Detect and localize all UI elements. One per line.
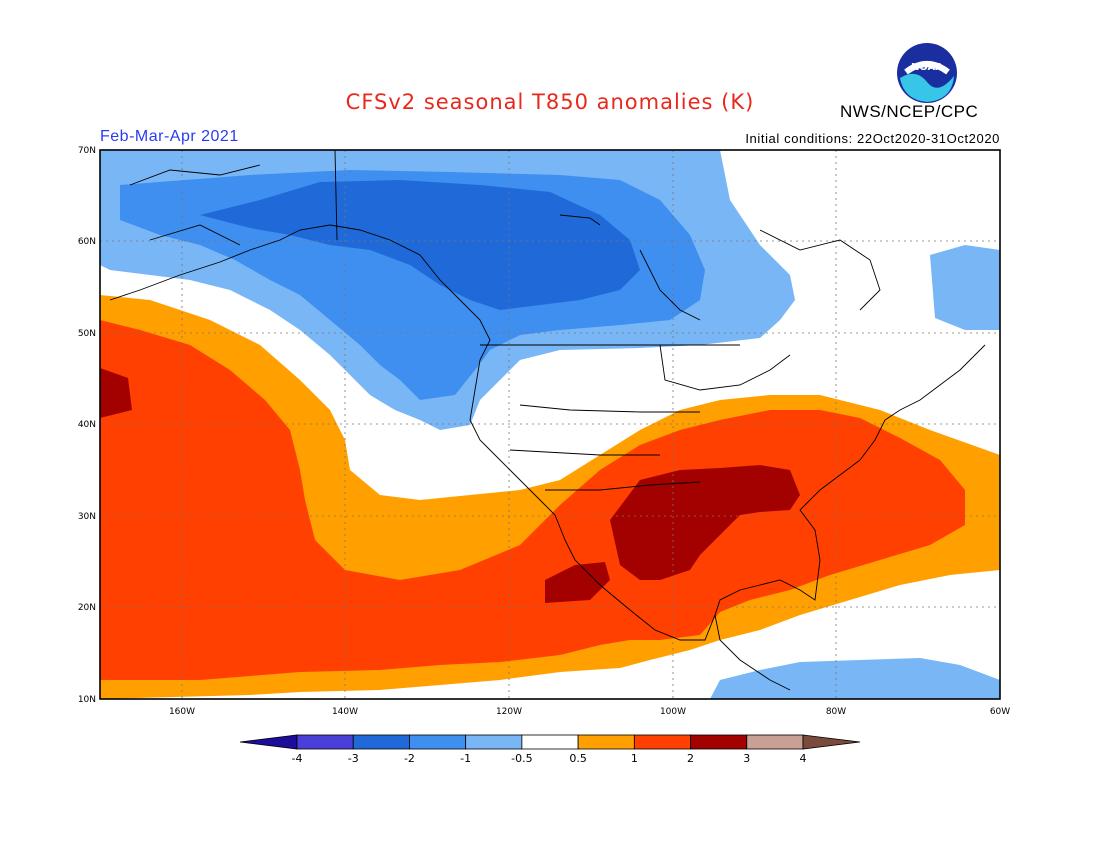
lat-label: 20N [78, 603, 96, 613]
lon-label: 60W [990, 707, 1010, 717]
legend-tick-label: -0.5 [511, 752, 532, 765]
lon-label: 100W [660, 707, 686, 717]
agency-label: NWS/NCEP/CPC [840, 102, 979, 121]
legend-tick-label: 4 [800, 752, 807, 765]
legend-arrow-high [802, 734, 861, 750]
legend-color-box [465, 734, 523, 750]
legend-color-box [577, 734, 635, 750]
legend-tick-label: -2 [404, 752, 415, 765]
legend-color-box [633, 734, 691, 750]
initial-conditions: Initial conditions: 22Oct2020-31Oct2020 [745, 131, 1000, 146]
color-legend: -4 -3 -2 -1 -0.5 0.5 1 2 3 4 [239, 734, 861, 765]
legend-tick-label: -3 [348, 752, 359, 765]
longitude-labels: 160W 140W 120W 100W 80W 60W [169, 707, 1010, 717]
legend-color-box [352, 734, 410, 750]
legend-tick-label: 2 [687, 752, 694, 765]
latitude-labels: 70N 60N 50N 40N 30N 20N 10N [78, 146, 96, 705]
map-frame [99, 149, 1001, 700]
anomaly-field [100, 150, 1000, 699]
map-title: CFSv2 seasonal T850 anomalies (K) [345, 90, 755, 114]
legend-tick-label: -1 [460, 752, 471, 765]
lon-label: 160W [169, 707, 195, 717]
graticule [100, 150, 1000, 699]
legend-color-box [296, 734, 354, 750]
lat-label: 10N [78, 695, 96, 705]
lat-label: 30N [78, 512, 96, 522]
lat-label: 70N [78, 146, 96, 156]
lon-label: 80W [826, 707, 846, 717]
noaa-logo: NOAA [896, 42, 958, 104]
logo-text: NOAA [910, 62, 944, 73]
legend-tick-label: 1 [631, 752, 638, 765]
legend-tick-label: -4 [292, 752, 303, 765]
lat-label: 40N [78, 420, 96, 430]
legend-color-box [746, 734, 804, 750]
lat-label: 60N [78, 237, 96, 247]
legend-color-box [690, 734, 748, 750]
legend-color-box [521, 734, 579, 750]
forecast-period: Feb-Mar-Apr 2021 [100, 128, 239, 145]
legend-arrow-low [239, 734, 298, 750]
legend-tick-label: 3 [743, 752, 750, 765]
lon-label: 120W [496, 707, 522, 717]
legend-tick-label: 0.5 [569, 752, 587, 765]
legend-color-box [409, 734, 467, 750]
coastlines [109, 150, 986, 691]
lon-label: 140W [332, 707, 358, 717]
lat-label: 50N [78, 329, 96, 339]
